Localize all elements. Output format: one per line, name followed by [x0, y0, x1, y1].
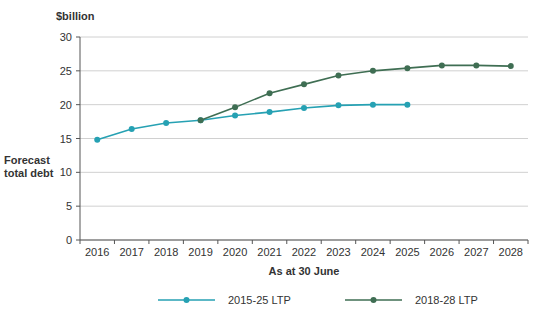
legend-marker [371, 297, 377, 303]
x-tick-label: 2027 [464, 246, 488, 258]
y-tick-label: 5 [66, 200, 72, 212]
x-tick-label: 2020 [223, 246, 247, 258]
x-tick [114, 240, 115, 244]
series-line [201, 65, 511, 120]
y-tick [76, 172, 80, 173]
grid-line [80, 206, 528, 207]
y-tick-label: 30 [60, 31, 72, 43]
series-point [301, 105, 307, 111]
series-point [370, 68, 376, 74]
y-axis-label-line: Forecast [4, 154, 50, 166]
y-axis-label-line: total debt [4, 167, 54, 179]
x-tick-label: 2018 [154, 246, 178, 258]
x-tick [286, 240, 287, 244]
y-tick-label: 20 [60, 99, 72, 111]
x-tick [183, 240, 184, 244]
grid-line [80, 240, 528, 241]
y-tick [76, 138, 80, 139]
y-axis-label: Forecasttotal debt [4, 154, 54, 179]
legend-marker [184, 297, 190, 303]
series-point [198, 117, 204, 123]
x-tick [217, 240, 218, 244]
series-point [267, 109, 273, 115]
legend-label: 2018-28 LTP [415, 294, 478, 306]
y-tick [76, 104, 80, 105]
series-point [335, 102, 341, 108]
series-point [198, 117, 204, 123]
x-tick-label: 2026 [430, 246, 454, 258]
y-axis [80, 37, 81, 240]
x-tick [424, 240, 425, 244]
y-tick [76, 206, 80, 207]
series-point [267, 90, 273, 96]
x-axis-label: As at 30 June [269, 265, 340, 277]
series-point [232, 112, 238, 118]
x-tick-label: 2017 [119, 246, 143, 258]
y-tick-label: 10 [60, 166, 72, 178]
series-point [163, 120, 169, 126]
x-tick-label: 2028 [499, 246, 523, 258]
series-point [473, 62, 479, 68]
x-tick [321, 240, 322, 244]
series-point [232, 104, 238, 110]
x-tick-label: 2021 [257, 246, 281, 258]
x-tick [355, 240, 356, 244]
x-tick-label: 2022 [292, 246, 316, 258]
x-tick [80, 240, 81, 244]
series-point [335, 73, 341, 79]
grid-line [80, 104, 528, 105]
grid-line [80, 70, 528, 71]
x-tick [493, 240, 494, 244]
x-tick [252, 240, 253, 244]
x-tick-label: 2024 [361, 246, 385, 258]
chart: 0510152025302016201720182019202020212022… [0, 0, 545, 321]
y-tick-label: 15 [60, 133, 72, 145]
x-tick-label: 2016 [85, 246, 109, 258]
series-point [301, 81, 307, 87]
series-point [404, 65, 410, 71]
series-line [97, 105, 407, 140]
x-tick [459, 240, 460, 244]
x-tick-label: 2025 [395, 246, 419, 258]
y-tick [76, 70, 80, 71]
x-tick-label: 2023 [326, 246, 350, 258]
grid-line [80, 37, 528, 38]
x-tick-label: 2019 [188, 246, 212, 258]
y-tick [76, 240, 80, 241]
series-point [129, 126, 135, 132]
y-tick [76, 37, 80, 38]
legend-label: 2015-25 LTP [228, 294, 291, 306]
series-point [508, 63, 514, 69]
x-tick [528, 240, 529, 244]
x-axis [80, 240, 528, 241]
x-tick [390, 240, 391, 244]
grid-line [80, 172, 528, 173]
series-point [439, 62, 445, 68]
grid-line [80, 138, 528, 139]
series-point [370, 102, 376, 108]
series-point [94, 137, 100, 143]
x-tick [148, 240, 149, 244]
y-tick-label: 0 [66, 234, 72, 246]
plot-area [94, 62, 514, 142]
unit-label: $billion [56, 10, 95, 22]
y-tick-label: 25 [60, 65, 72, 77]
series-point [404, 102, 410, 108]
